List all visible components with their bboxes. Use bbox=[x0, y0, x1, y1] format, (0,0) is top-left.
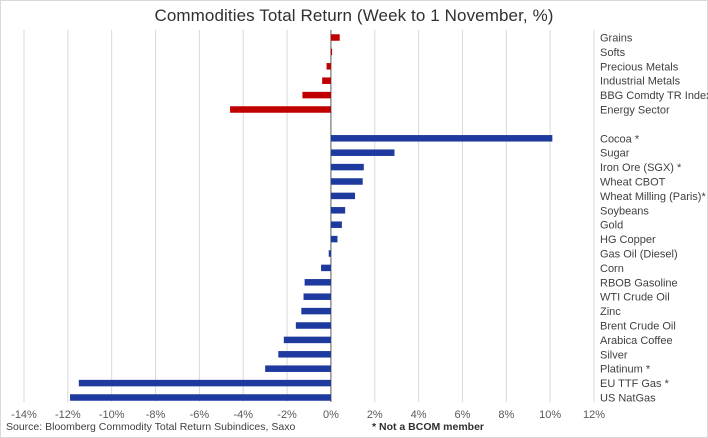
x-tick-label: 12% bbox=[583, 409, 605, 421]
category-label: Precious Metals bbox=[600, 61, 679, 73]
chart-title: Commodities Total Return (Week to 1 Nove… bbox=[154, 6, 554, 25]
x-tick-label: -12% bbox=[55, 409, 81, 421]
x-tick-label: 4% bbox=[411, 409, 427, 421]
x-tick-label: -4% bbox=[233, 409, 253, 421]
bar bbox=[301, 307, 331, 315]
bar bbox=[330, 149, 395, 156]
category-labels: Grains Softs Precious Metals Industrial Met… bbox=[600, 33, 708, 405]
bar bbox=[303, 293, 331, 300]
category-label: EU TTF Gas * bbox=[600, 378, 670, 390]
x-tick-label: -2% bbox=[277, 409, 297, 421]
category-label: Grains bbox=[600, 33, 633, 45]
category-label: Soybeans bbox=[600, 205, 649, 217]
bar bbox=[70, 394, 331, 401]
category-label: Corn bbox=[600, 263, 624, 275]
category-label: WTI Crude Oil bbox=[600, 292, 670, 304]
bar bbox=[330, 34, 340, 41]
x-tick-label: -8% bbox=[146, 409, 166, 421]
x-tick-label: 10% bbox=[539, 409, 561, 421]
bar bbox=[330, 207, 346, 214]
x-tick-label: -6% bbox=[190, 409, 210, 421]
bar bbox=[278, 351, 331, 358]
x-tick-label: 6% bbox=[455, 409, 471, 421]
category-label: Wheat Milling (Paris)* bbox=[600, 191, 706, 203]
category-label: Sugar bbox=[600, 148, 630, 160]
bar bbox=[330, 48, 333, 56]
category-label: BBG Comdty TR Index bbox=[600, 90, 708, 102]
bar bbox=[78, 379, 331, 387]
bar bbox=[328, 250, 331, 257]
category-label: US NatGas bbox=[600, 393, 656, 405]
bar bbox=[326, 63, 331, 70]
x-axis-ticks: -14% -12% -10% -8% -6% -4% -2% 0% 2% 4% 6% 8% 10% 12% bbox=[11, 409, 605, 421]
category-label: Softs bbox=[600, 47, 626, 59]
category-label: Arabica Coffee bbox=[600, 335, 673, 347]
bar bbox=[330, 178, 363, 185]
bar bbox=[330, 163, 364, 171]
bars bbox=[70, 34, 553, 401]
x-tick-label: 2% bbox=[367, 409, 383, 421]
category-label: Iron Ore (SGX) * bbox=[600, 162, 682, 174]
bar bbox=[304, 279, 331, 286]
bar bbox=[322, 77, 331, 84]
category-label: Energy Sector bbox=[600, 105, 670, 117]
category-label: Industrial Metals bbox=[600, 76, 681, 88]
category-label: Platinum * bbox=[600, 364, 651, 376]
category-label: Brent Crude Oil bbox=[600, 321, 676, 333]
bar bbox=[265, 365, 331, 372]
category-label: Gas Oil (Diesel) bbox=[600, 249, 678, 261]
bar bbox=[330, 235, 338, 243]
bar bbox=[330, 135, 553, 142]
bcom-footnote: * Not a BCOM member bbox=[372, 421, 485, 433]
x-tick-label: -10% bbox=[99, 409, 125, 421]
bar bbox=[302, 91, 331, 99]
category-label: RBOB Gasoline bbox=[600, 277, 678, 289]
source-note: Source: Bloomberg Commodity Total Return… bbox=[6, 421, 296, 433]
category-label: Silver bbox=[600, 349, 628, 361]
category-label: Cocoa * bbox=[600, 133, 640, 145]
x-tick-label: 8% bbox=[498, 409, 514, 421]
bar bbox=[230, 106, 331, 113]
x-tick-label: 0% bbox=[323, 409, 339, 421]
category-label: Wheat CBOT bbox=[600, 177, 666, 189]
x-tick-label: -14% bbox=[11, 409, 37, 421]
bar bbox=[295, 322, 331, 329]
category-label: HG Copper bbox=[600, 234, 656, 246]
gridlines bbox=[23, 30, 595, 402]
category-label: Gold bbox=[600, 220, 623, 232]
bar bbox=[330, 221, 342, 228]
bar bbox=[321, 264, 331, 272]
bar bbox=[330, 192, 356, 200]
category-label: Zinc bbox=[600, 306, 621, 318]
bar bbox=[283, 336, 331, 344]
